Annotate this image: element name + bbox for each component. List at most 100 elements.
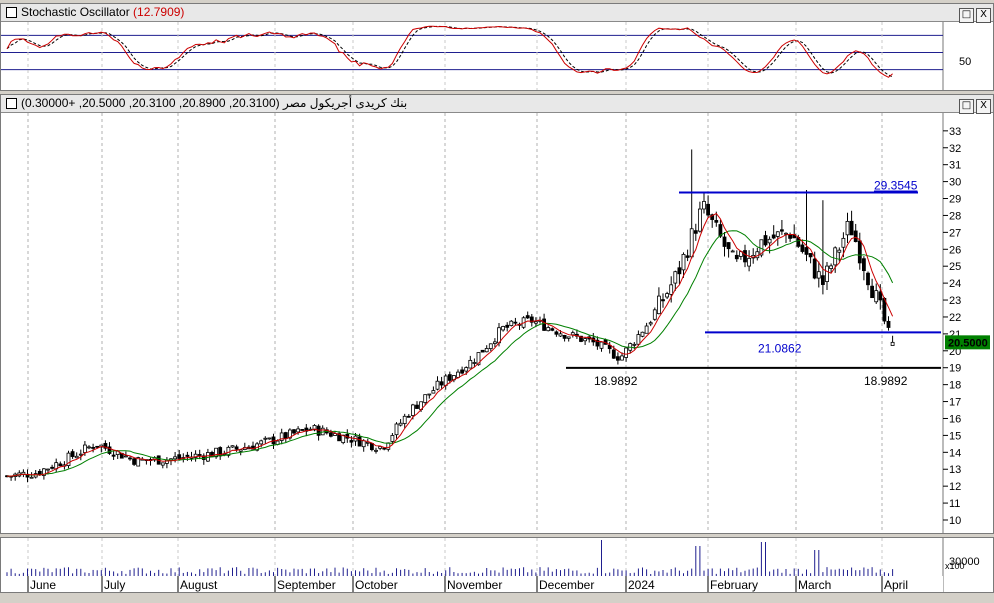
candle-body — [857, 240, 862, 264]
y-tick-label: 19 — [949, 363, 961, 375]
y-tick-label: 27 — [949, 227, 961, 239]
candle-body — [599, 341, 604, 349]
oscillator-signal-line — [6, 25, 893, 78]
candle-body — [829, 265, 833, 269]
candle-body — [661, 299, 665, 302]
candle-body — [406, 415, 411, 418]
candle-body — [173, 456, 178, 460]
low-left-label: 18.9892 — [594, 374, 638, 388]
month-label: October — [355, 578, 398, 592]
candle-body — [546, 327, 551, 332]
candle-body — [788, 234, 792, 239]
candle-body — [283, 432, 288, 439]
candle-body — [78, 453, 83, 456]
candle-body — [435, 380, 440, 390]
oscillator-close-button[interactable]: X — [976, 8, 991, 23]
price-titlebar[interactable]: بنك كريدى أجريكول مصر (20.3100, 20.8900,… — [1, 95, 993, 114]
candle-body — [423, 394, 428, 403]
candle-body — [390, 435, 395, 442]
candle-body — [702, 201, 706, 210]
month-label: August — [180, 578, 218, 592]
candle-body — [566, 336, 571, 339]
candle-body — [583, 338, 587, 342]
volume-chart: 30000 x100 June July August September Octobe… — [1, 538, 980, 592]
candle-body — [669, 284, 674, 295]
candle-body — [509, 320, 514, 326]
candle-body — [698, 208, 702, 232]
candle-body — [808, 253, 813, 258]
candle-body — [558, 333, 563, 337]
candle-body — [611, 349, 616, 359]
candle-body — [431, 390, 436, 394]
candle-body — [529, 316, 534, 323]
candle-body — [657, 295, 661, 315]
candle-body — [722, 236, 727, 247]
oscillator-titlebar[interactable]: Stochastic Oscillator (12.7909) □ X — [1, 4, 993, 23]
candle-body — [726, 242, 731, 250]
candle-body — [632, 343, 637, 346]
candle-body — [874, 290, 879, 303]
candle-body — [652, 309, 657, 320]
price-panel: بنك كريدى أجريكول مصر (20.3100, 20.8900,… — [0, 94, 994, 534]
candle-body — [50, 466, 54, 469]
candle-body — [341, 434, 346, 444]
candle-body — [775, 231, 780, 237]
candle-body — [365, 441, 370, 444]
candle-body — [780, 229, 784, 232]
candle-body — [484, 348, 489, 353]
month-label: April — [884, 578, 908, 592]
candle-body — [833, 247, 838, 266]
candle-body — [747, 257, 751, 267]
candle-body — [398, 422, 403, 426]
candle-body — [837, 249, 842, 253]
candle-body — [83, 444, 87, 453]
candle-body — [402, 415, 407, 424]
resistance-label: 29.3545 — [874, 179, 918, 193]
candles — [5, 149, 895, 483]
month-label: November — [447, 578, 502, 592]
candle-body — [616, 356, 620, 361]
candle-body — [800, 244, 805, 252]
price-maximize-button[interactable]: □ — [959, 99, 974, 114]
candle-body — [279, 432, 284, 441]
candle-body — [91, 446, 95, 449]
candle-body — [415, 404, 419, 409]
candle-body — [337, 433, 342, 442]
price-close-button[interactable]: X — [976, 99, 991, 114]
candle-body — [214, 447, 219, 458]
candle-body — [328, 432, 333, 437]
price-chart: 1011121314151617181920212223242526272829… — [5, 113, 990, 533]
candle-body — [845, 220, 850, 236]
candle-body — [492, 341, 497, 344]
y-tick-label: 12 — [949, 481, 961, 493]
price-panel-icon — [6, 98, 17, 109]
candle-body — [107, 446, 112, 454]
candle-body — [197, 454, 202, 456]
oscillator-panel-icon — [6, 7, 17, 18]
candle-body — [636, 334, 641, 345]
y-tick-label: 24 — [949, 278, 961, 290]
candle-body — [488, 343, 493, 349]
candle-body — [866, 272, 870, 286]
candle-body — [525, 315, 530, 319]
candle-body — [693, 230, 698, 234]
candle-body — [361, 440, 366, 448]
month-label: July — [104, 578, 125, 592]
y-tick-label: 17 — [949, 397, 961, 409]
candle-body — [374, 449, 378, 452]
candle-body — [460, 369, 465, 374]
candle-body — [624, 347, 628, 358]
y-tick-label: 25 — [949, 261, 961, 273]
candle-body — [570, 332, 575, 336]
candle-body — [349, 440, 354, 443]
candle-body — [513, 321, 518, 324]
oscillator-maximize-button[interactable]: □ — [959, 8, 974, 23]
candle-body — [562, 334, 567, 339]
candle-body — [234, 446, 239, 450]
candle-body — [468, 359, 473, 369]
candle-body — [620, 355, 624, 361]
candle-body — [886, 320, 891, 328]
candle-body — [554, 331, 559, 335]
candle-body — [853, 230, 858, 243]
y-tick-label: 32 — [949, 143, 961, 155]
